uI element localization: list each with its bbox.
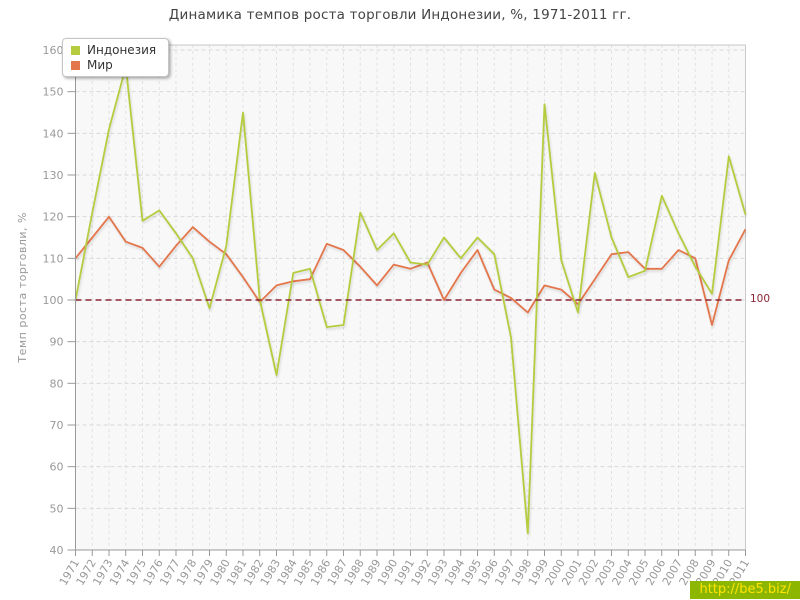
legend: Индонезия Мир [62, 38, 170, 77]
world-line [74, 215, 747, 326]
legend-label-world: Мир [87, 58, 113, 72]
world-swatch [71, 60, 80, 70]
indonesia-line [74, 65, 747, 535]
svg-text:70: 70 [50, 419, 64, 432]
reference-line-label: 100 [750, 293, 771, 305]
svg-text:80: 80 [50, 377, 64, 390]
x-tick-labels: 1971197219731974197519761977197819791980… [57, 557, 752, 588]
svg-text:50: 50 [50, 502, 64, 515]
indonesia-swatch [71, 45, 80, 55]
legend-item-world: Мир [71, 58, 156, 72]
svg-text:40: 40 [50, 544, 64, 557]
svg-text:150: 150 [43, 86, 64, 99]
legend-label-indonesia: Индонезия [87, 43, 157, 57]
svg-text:110: 110 [43, 252, 64, 265]
axis-lines [67, 45, 746, 556]
y-tick-labels: 40 50 60 70 80 90 100 110 120 130 140 150 160 [43, 44, 64, 557]
chart-title: Динамика темпов роста торговли Индонезии… [168, 7, 632, 23]
svg-text:130: 130 [43, 169, 64, 182]
svg-text:100: 100 [43, 294, 64, 307]
svg-text:90: 90 [50, 336, 64, 349]
svg-text:160: 160 [43, 44, 64, 57]
svg-text:60: 60 [50, 461, 64, 474]
legend-item-indonesia: Индонезия [71, 43, 156, 57]
watermark-link[interactable]: http://be5.biz/ [690, 581, 800, 599]
svg-text:120: 120 [43, 211, 64, 224]
svg-text:140: 140 [43, 127, 64, 140]
